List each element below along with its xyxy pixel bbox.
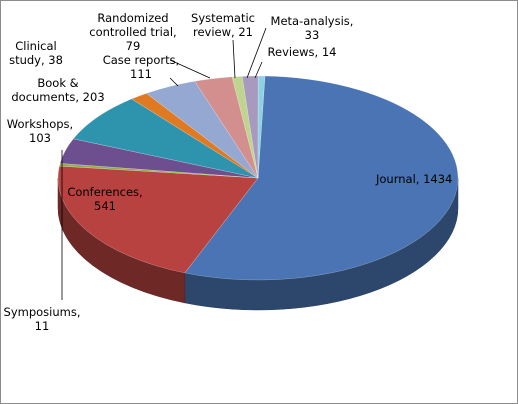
data-labels-group: Journal, 1434 Conferences, 541 Symposiums, 1…: [4, 11, 453, 333]
data-label-book-documents: Book & documents, 203: [11, 76, 104, 104]
data-label-meta-analysis: Meta-analysis, 33: [271, 14, 354, 42]
data-label-clinical-study: Clinical study, 38: [9, 39, 63, 67]
data-label-reviews: Reviews, 14: [268, 45, 337, 59]
pie-slice-conferences: [57, 165, 259, 274]
data-label-workshops: Workshops, 103: [7, 117, 73, 145]
pie-slice-reviews: [257, 75, 266, 179]
data-label-randomized-controlled-trial: Randomized controlled trial, 79: [89, 11, 176, 53]
leader-line-case-reports: [169, 77, 179, 87]
pie-slice-book-documents: [72, 98, 259, 179]
leader-line-meta-analysis: [246, 27, 267, 79]
pie-slice-journal: [184, 75, 459, 281]
data-label-journal: Journal, 1434: [375, 172, 452, 186]
leader-line-systematic-review: [232, 39, 236, 79]
leader-line-reviews: [254, 61, 263, 79]
pie-top-group: [57, 75, 459, 281]
leader-lines-group: [61, 27, 267, 300]
leader-line-randomized-controlled-trial: [169, 59, 211, 79]
data-label-systematic-review: Systematic review, 21: [191, 11, 255, 39]
data-label-conferences: Conferences, 541: [67, 185, 142, 213]
data-label-case-reports: Case reports, 111: [103, 53, 180, 81]
data-label-symposiums: Symposiums, 11: [4, 305, 81, 333]
